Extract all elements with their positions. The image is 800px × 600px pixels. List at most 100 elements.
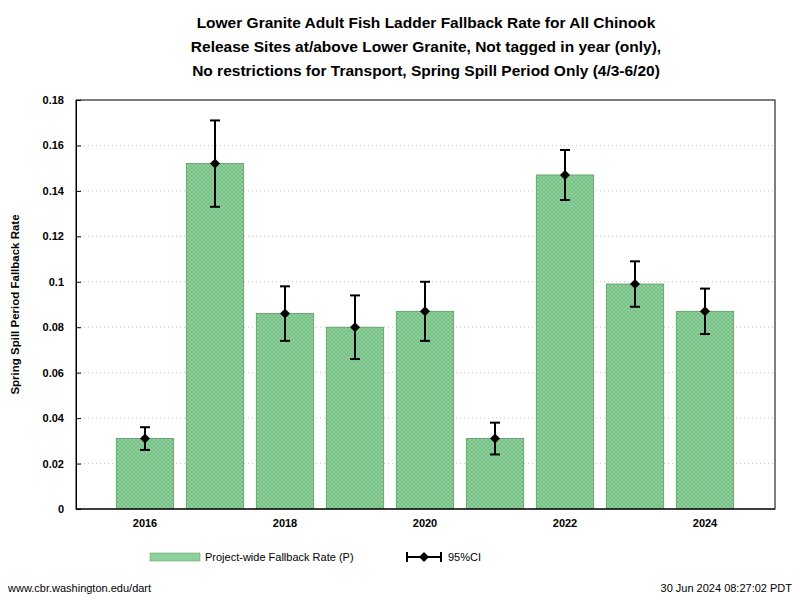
y-tick-label: 0.06 <box>43 367 64 379</box>
error-bar-cap <box>350 294 360 296</box>
error-bar-cap <box>210 119 220 121</box>
error-bar <box>490 423 500 455</box>
point-marker <box>420 306 430 316</box>
y-tick-label: 0.02 <box>43 458 64 470</box>
point-marker <box>210 159 220 169</box>
y-tick-label: 0.18 <box>43 94 64 106</box>
grid-line <box>76 236 775 237</box>
title-line: No restrictions for Transport, Spring Sp… <box>192 62 660 79</box>
error-bar-cap <box>490 422 500 424</box>
y-tick-mark <box>76 236 81 237</box>
grid-line <box>76 281 775 282</box>
plot-frame <box>76 100 775 509</box>
error-bar-cap <box>420 281 430 283</box>
legend: Project-wide Fallback Rate (P)95%CI <box>150 551 481 563</box>
y-tick: 0.16 <box>43 139 81 151</box>
y-tick-label: 0.16 <box>43 139 64 151</box>
error-bar <box>700 289 710 334</box>
error-bar-cap <box>420 340 430 342</box>
point-marker <box>560 170 570 180</box>
y-tick-mark <box>76 145 81 146</box>
bar <box>116 439 173 509</box>
y-tick-mark <box>76 191 81 192</box>
y-tick-label: 0.1 <box>49 276 64 288</box>
y-tick: 0.04 <box>43 412 81 424</box>
timestamp-note: 30 Jun 2024 08:27:02 PDT <box>661 582 793 594</box>
error-bar <box>280 286 290 341</box>
x-tick-label: 2016 <box>133 517 157 529</box>
y-tick: 0.12 <box>43 230 81 242</box>
bar <box>606 284 663 509</box>
error-bar-cap <box>140 449 150 451</box>
error-bar-cap <box>210 206 220 208</box>
y-tick-mark <box>76 373 81 374</box>
y-tick-label: 0.12 <box>43 230 64 242</box>
bar <box>186 164 243 509</box>
y-tick-mark <box>76 464 81 465</box>
y-tick-label: 0.08 <box>43 321 64 333</box>
error-bar-cap <box>700 333 710 335</box>
y-axis: 0 0.02 0.04 0.06 0.08 0.1 0.12 0.14 0.16 0.18 <box>43 94 81 515</box>
y-tick-mark <box>76 327 81 328</box>
x-tick: 2024 <box>693 509 718 529</box>
point-marker <box>630 279 640 289</box>
error-bar <box>210 120 220 206</box>
x-axis: 2016 2018 2020 2022 2024 <box>76 509 775 529</box>
chart: 0 0.02 0.04 0.06 0.08 0.1 0.12 0.14 0.16 0.18 2016… <box>0 0 800 600</box>
error-bar <box>560 150 570 200</box>
error-bar-cap <box>630 260 640 262</box>
x-tick-label: 2024 <box>693 517 718 529</box>
y-tick-mark <box>76 418 81 419</box>
grid <box>76 100 775 509</box>
y-tick: 0.02 <box>43 458 81 470</box>
y-tick: 0.14 <box>43 185 81 197</box>
title: Lower Granite Adult Fish Ladder Fallback… <box>191 14 661 79</box>
error-bar-cap <box>560 149 570 151</box>
x-axis-line <box>76 509 775 510</box>
title-line: Release Sites at/above Lower Granite, No… <box>191 38 661 55</box>
y-tick-mark <box>76 282 81 283</box>
point-marker <box>700 306 710 316</box>
point-marker <box>280 309 290 319</box>
x-tick-label: 2020 <box>413 517 437 529</box>
y-tick-label: 0.14 <box>43 185 65 197</box>
x-tick: 2022 <box>553 509 577 529</box>
plot-area <box>116 120 733 509</box>
y-axis-title: Spring Spill Period Fallback Rate <box>9 214 21 394</box>
legend-errorbar-cap <box>406 552 408 562</box>
point-marker <box>490 434 500 444</box>
error-bar-cap <box>630 306 640 308</box>
grid-line <box>76 190 775 191</box>
point-marker <box>140 434 150 444</box>
bar <box>536 175 593 509</box>
error-bar-cap <box>490 453 500 455</box>
point-marker <box>350 322 360 332</box>
y-tick: 0.08 <box>43 321 81 333</box>
x-tick: 2018 <box>273 509 297 529</box>
bar <box>676 311 733 509</box>
y-tick-label: 0 <box>58 503 64 515</box>
error-bar-cap <box>280 285 290 287</box>
error-bar-cap <box>280 340 290 342</box>
x-tick: 2016 <box>133 509 157 529</box>
y-tick: 0.06 <box>43 367 81 379</box>
bar <box>396 311 453 509</box>
legend-errorbar-cap <box>440 552 442 562</box>
y-tick: 0.18 <box>43 94 81 106</box>
y-tick-mark <box>76 100 81 101</box>
error-bar-cap <box>700 288 710 290</box>
y-tick-label: 0.04 <box>43 412 65 424</box>
y-axis-line <box>76 101 77 510</box>
x-tick: 2020 <box>413 509 437 529</box>
error-bar-cap <box>350 358 360 360</box>
error-bar <box>350 295 360 359</box>
legend-label: Project-wide Fallback Rate (P) <box>205 551 354 563</box>
grid-line <box>76 145 775 146</box>
bar <box>256 314 313 509</box>
x-tick-label: 2018 <box>273 517 297 529</box>
legend-marker <box>419 552 429 562</box>
source-note: www.cbr.washington.edu/dart <box>7 582 151 594</box>
legend-swatch <box>150 553 200 561</box>
error-bar <box>420 282 430 341</box>
y-tick: 0.1 <box>49 276 81 288</box>
